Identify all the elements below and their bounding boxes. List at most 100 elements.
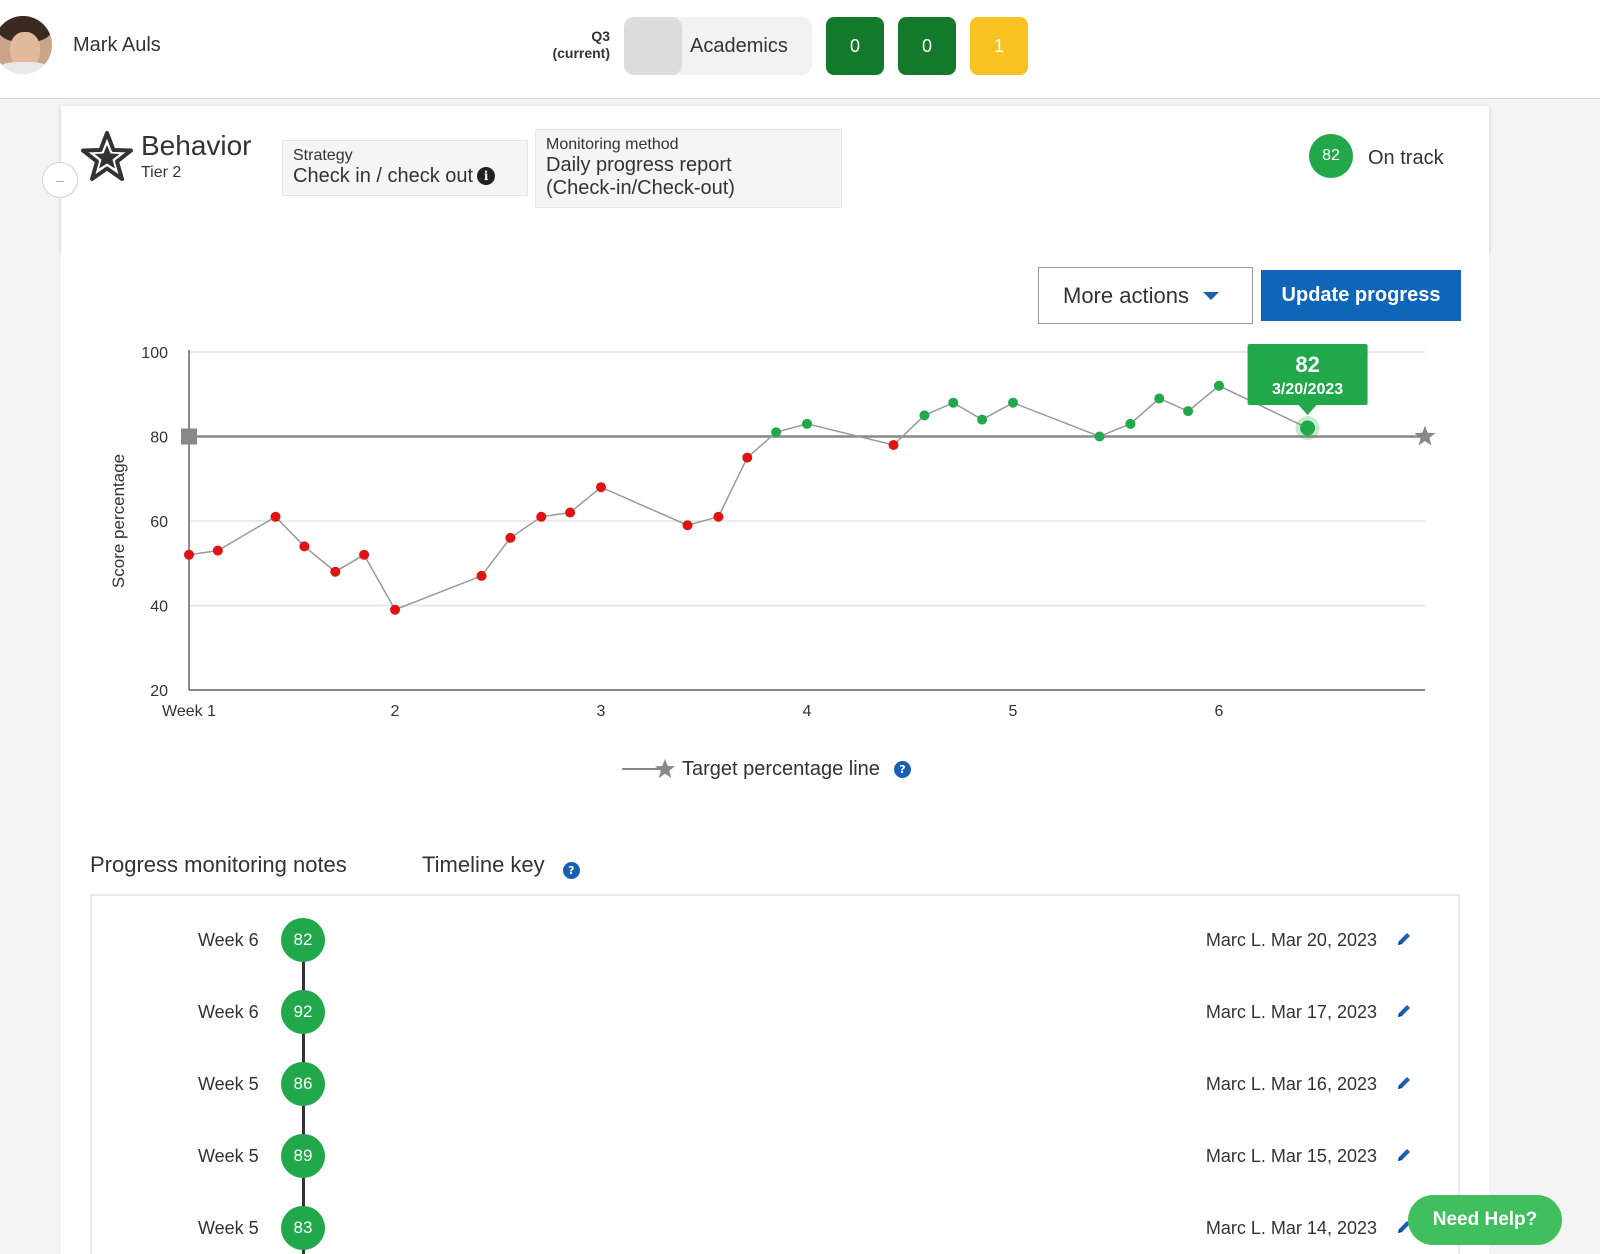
data-point xyxy=(1094,431,1105,442)
academics-swatch xyxy=(624,17,682,75)
term-label[interactable]: Q3 (current) xyxy=(552,28,610,61)
data-point xyxy=(359,549,370,560)
pencil-icon[interactable] xyxy=(1396,1219,1412,1235)
pencil-icon[interactable] xyxy=(1396,1147,1412,1163)
status-text: On track xyxy=(1368,147,1444,169)
star-icon xyxy=(655,759,675,778)
strategy-value: Check in / check out i xyxy=(293,165,517,188)
data-point xyxy=(1008,397,1018,408)
x-tick-label: Week 1 xyxy=(162,703,216,720)
y-tick-label: 80 xyxy=(150,430,168,447)
academics-label: Academics xyxy=(690,35,788,57)
note-week: Week 6 xyxy=(198,930,259,950)
plan-title: Behavior xyxy=(141,130,252,161)
x-tick-label: 3 xyxy=(597,703,606,720)
strategy-box: Strategy Check in / check out i xyxy=(282,140,528,196)
note-score-badge[interactable]: 83 xyxy=(281,1206,325,1250)
update-progress-button[interactable]: Update progress xyxy=(1261,270,1461,321)
student-name: Mark Auls xyxy=(73,34,161,56)
note-score-badge[interactable]: 82 xyxy=(281,918,325,962)
info-icon[interactable]: i xyxy=(477,167,496,185)
data-point xyxy=(270,511,281,522)
monitoring-line-1: Daily progress report xyxy=(546,154,732,176)
tooltip-date: 3/20/2023 xyxy=(1272,381,1343,398)
note-item: Week 5 86 Marc L. Mar 16, 2023 xyxy=(90,1062,1460,1106)
data-point xyxy=(390,604,400,615)
monitoring-line-2: (Check-in/Check-out) xyxy=(546,177,735,199)
status-score-badge: 82 xyxy=(1309,134,1353,178)
y-tick-label: 100 xyxy=(141,345,168,362)
y-tick-label: 20 xyxy=(150,683,168,700)
note-score-badge[interactable]: 89 xyxy=(281,1134,325,1178)
data-point xyxy=(682,520,693,531)
note-week: Week 6 xyxy=(198,1002,259,1022)
note-score-badge[interactable]: 92 xyxy=(281,990,325,1034)
academics-category[interactable]: Academics xyxy=(624,17,812,75)
x-tick-label: 2 xyxy=(391,703,400,720)
data-point xyxy=(299,541,310,552)
note-week: Week 5 xyxy=(198,1074,259,1094)
strategy-label: Strategy xyxy=(293,147,353,164)
y-tick-label: 40 xyxy=(150,599,168,616)
x-tick-label: 4 xyxy=(803,703,812,720)
data-point xyxy=(476,570,487,581)
x-tick-label: 5 xyxy=(1009,703,1018,720)
pencil-icon[interactable] xyxy=(1396,1075,1412,1091)
note-author-date: Marc L. Mar 17, 2023 xyxy=(1205,1002,1377,1022)
data-point xyxy=(977,414,988,425)
note-item: Week 5 83 Marc L. Mar 14, 2023 xyxy=(90,1206,1460,1250)
data-point xyxy=(1125,418,1136,429)
chevron-down-icon xyxy=(1202,291,1219,300)
data-point xyxy=(742,452,753,463)
top-bar: Mark Auls Q3 (current) Academics 0 0 1 xyxy=(0,0,1600,99)
note-author-date: Marc L. Mar 15, 2023 xyxy=(1205,1146,1377,1166)
pencil-icon[interactable] xyxy=(1396,931,1412,947)
data-point xyxy=(802,418,812,429)
note-week: Week 5 xyxy=(198,1146,259,1166)
data-point xyxy=(948,397,959,408)
pencil-icon[interactable] xyxy=(1396,1003,1412,1019)
notes-heading: Progress monitoring notes xyxy=(90,852,347,877)
target-end-star-icon xyxy=(1414,425,1436,446)
tooltip-box xyxy=(1247,344,1368,405)
y-axis-label: Score percentage xyxy=(109,454,128,588)
y-tick-label: 60 xyxy=(150,514,168,531)
tier-count-chip[interactable]: 1 xyxy=(970,17,1028,75)
need-help-button[interactable]: Need Help? xyxy=(1408,1195,1562,1245)
note-author-date: Marc L. Mar 16, 2023 xyxy=(1205,1074,1377,1094)
data-point xyxy=(1300,420,1316,436)
collapse-button[interactable]: – xyxy=(42,162,78,198)
tooltip-value: 82 xyxy=(1295,352,1319,377)
help-icon[interactable]: ? xyxy=(562,862,580,879)
legend-label: Target percentage line xyxy=(682,757,880,780)
help-icon[interactable]: ? xyxy=(893,760,911,778)
series-line xyxy=(188,384,1308,611)
monitoring-box: Monitoring method Daily progress report … xyxy=(535,129,842,208)
tier-count-chip[interactable]: 0 xyxy=(898,17,956,75)
data-point xyxy=(536,511,547,522)
x-tick-label: 6 xyxy=(1215,703,1224,720)
note-score-badge[interactable]: 86 xyxy=(281,1062,325,1106)
data-point xyxy=(565,507,576,518)
note-item: Week 6 92 Marc L. Mar 17, 2023 xyxy=(90,990,1460,1034)
tooltip-pointer xyxy=(1298,405,1317,415)
legend-line xyxy=(622,759,675,778)
monitoring-label: Monitoring method xyxy=(546,136,679,153)
note-week: Week 5 xyxy=(198,1218,259,1238)
data-point xyxy=(919,410,930,421)
avatar[interactable] xyxy=(0,16,52,74)
data-point xyxy=(771,427,782,438)
data-point xyxy=(184,549,194,560)
data-point xyxy=(713,511,724,522)
note-item: Week 5 89 Marc L. Mar 15, 2023 xyxy=(90,1134,1460,1178)
target-start-marker xyxy=(181,428,197,445)
note-item: Week 6 82 Marc L. Mar 20, 2023 xyxy=(90,918,1460,962)
data-point xyxy=(212,545,223,556)
timeline-key[interactable]: Timeline key ? xyxy=(422,852,580,879)
star-icon xyxy=(81,131,133,181)
tier-count-chip[interactable]: 0 xyxy=(826,17,884,75)
more-actions-button[interactable]: More actions xyxy=(1038,267,1253,324)
data-point xyxy=(330,566,341,577)
data-point xyxy=(505,532,516,543)
